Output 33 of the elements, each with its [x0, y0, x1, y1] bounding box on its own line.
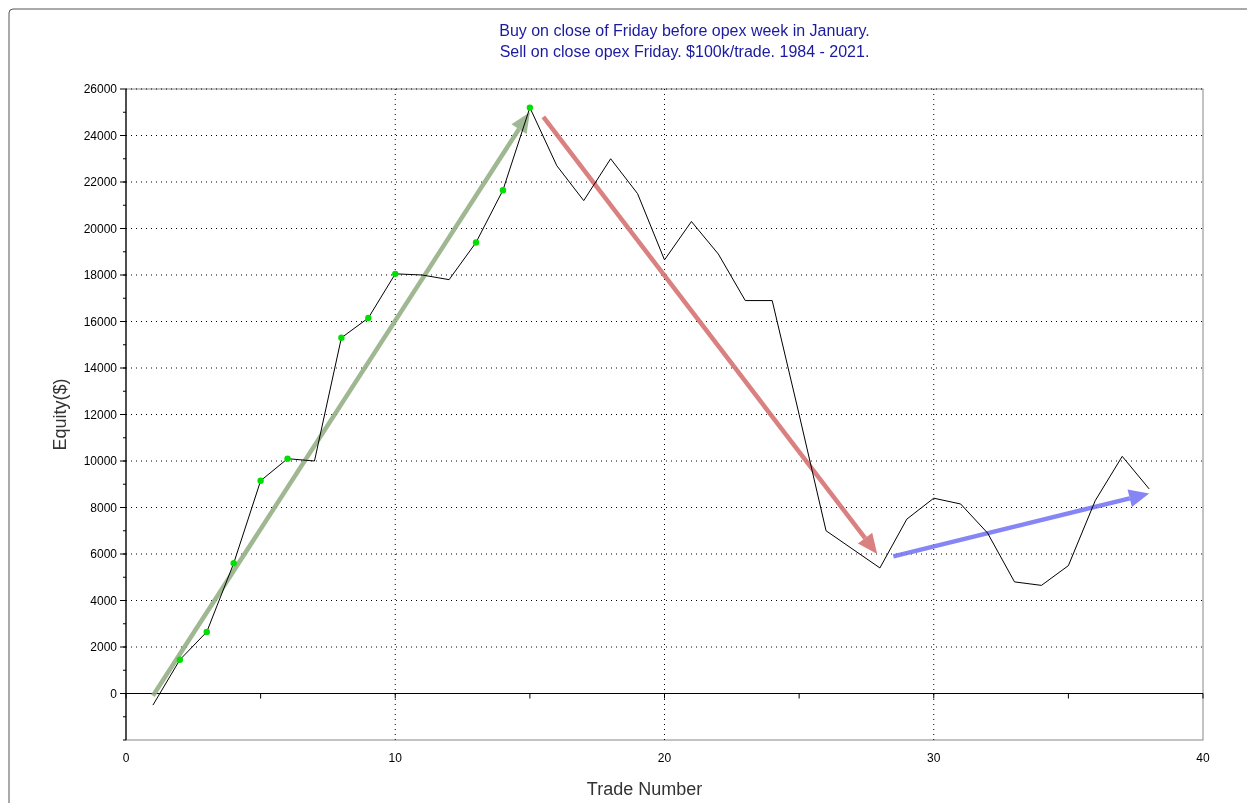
y-tick-label: 8000 — [90, 500, 118, 515]
y-axis-title: Equity($) — [50, 378, 70, 451]
point — [176, 656, 184, 663]
point — [499, 186, 507, 194]
y-tick-label: 22000 — [83, 175, 118, 189]
y-tick-label: 2000 — [90, 640, 118, 654]
y-tick-label: 16000 — [83, 314, 118, 329]
y-tick-label: 6000 — [90, 547, 118, 561]
point — [526, 104, 534, 111]
y-tick-label: 26000 — [83, 82, 118, 96]
point — [230, 560, 237, 567]
x-tick-label: 20 — [657, 751, 672, 765]
y-tick-label: 0 — [110, 686, 118, 701]
point — [365, 314, 372, 322]
y-tick-label: 10000 — [83, 454, 118, 468]
point — [257, 477, 264, 484]
chart-title: Buy on close of Friday before opex week in January. Sell on close opex Friday. $100k/trade. 1984 - 2021. — [499, 22, 870, 60]
x-axis-title: Trade Number — [586, 779, 703, 799]
point — [203, 628, 210, 636]
x-tick-label: 10 — [388, 751, 403, 765]
point — [392, 270, 399, 278]
point — [284, 455, 291, 462]
point — [338, 334, 345, 341]
y-tick-label: 18000 — [83, 268, 118, 282]
x-tick-label: 0 — [122, 751, 130, 765]
y-tick-label: 20000 — [83, 221, 118, 236]
y-tick-label: 12000 — [83, 407, 118, 422]
y-tick-label: 14000 — [83, 361, 118, 375]
y-tick-label: 4000 — [90, 593, 118, 608]
x-tick-label: 40 — [1196, 751, 1210, 765]
point — [472, 239, 480, 246]
y-tick-label: 24000 — [83, 128, 118, 143]
x-tick-label: 30 — [927, 751, 941, 765]
